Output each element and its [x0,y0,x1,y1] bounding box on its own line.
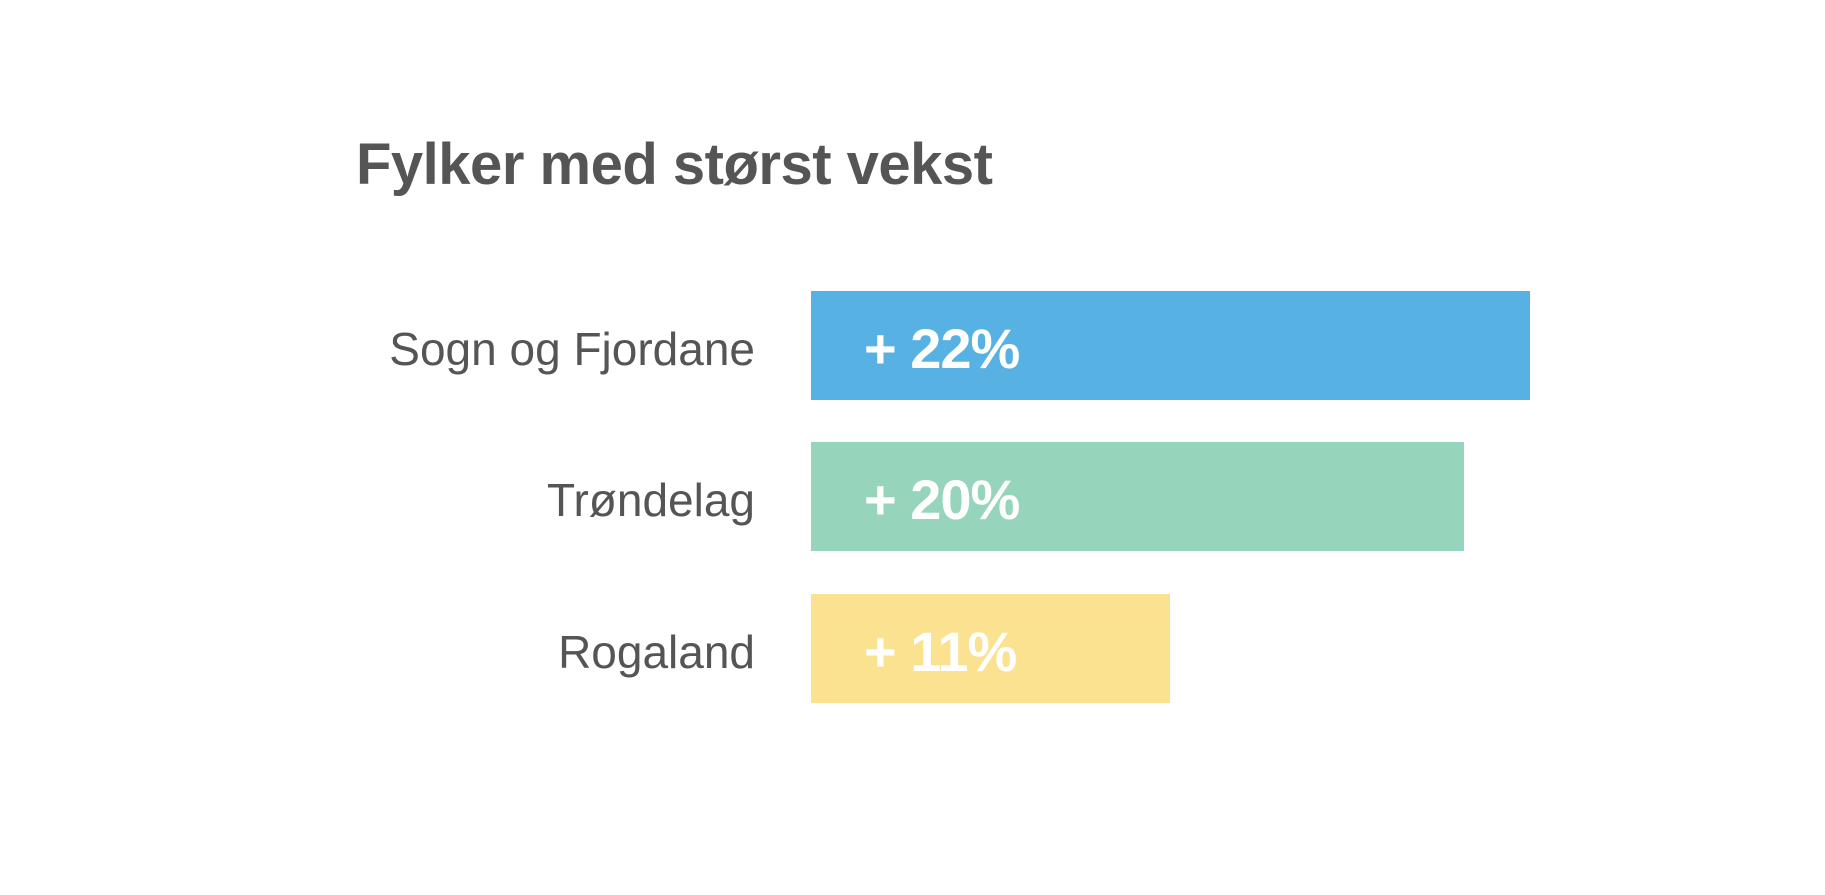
bar-value-label: + 22% [864,317,1020,380]
bar-row-rogaland: Rogaland + 11% [0,594,1825,703]
bar-trondelag: + 20% [811,442,1464,551]
bar-rogaland: + 11% [811,594,1170,703]
bar-sogn-og-fjordane: + 22% [811,291,1530,400]
category-label: Rogaland [558,625,755,678]
bar-value-label: + 11% [864,620,1017,683]
category-label: Sogn og Fjordane [389,322,755,375]
category-label: Trøndelag [547,473,755,526]
bar-row-sogn-og-fjordane: Sogn og Fjordane + 22% [0,291,1825,400]
bar-value-label: + 20% [864,468,1020,531]
bar-row-trondelag: Trøndelag + 20% [0,442,1825,551]
chart-title: Fylker med størst vekst [356,132,993,197]
